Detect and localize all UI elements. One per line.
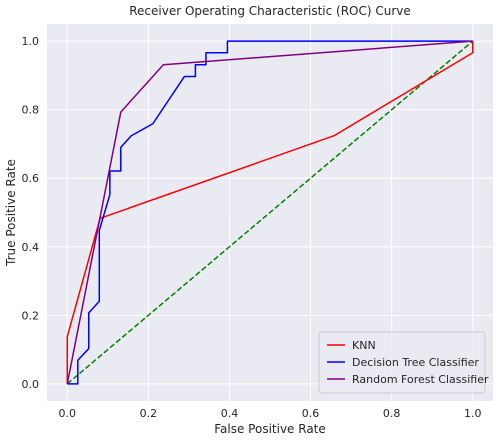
diagonal-reference-line [66, 40, 474, 385]
legend-entry: Decision Tree Classifier [352, 356, 479, 369]
series-line-random-forest-classifier [66, 40, 473, 385]
y-tick-label: 0.8 [22, 104, 40, 117]
legend-entry: KNN [352, 339, 376, 352]
tick-labels: 0.0 0.2 0.4 0.6 0.8 1.0 0.0 0.2 0.4 0.6 0.8 1.0 [22, 35, 482, 420]
y-tick-label: 0.4 [22, 241, 40, 254]
x-tick-label: 1.0 [464, 407, 482, 420]
x-tick-label: 0.8 [383, 407, 401, 420]
series-line-knn [66, 41, 474, 384]
legend: KNN Decision Tree Classifier Random Forest… [318, 331, 489, 394]
x-tick-label: 0.4 [221, 407, 239, 420]
y-axis-label: True Positive Rate [4, 159, 18, 267]
legend-entry: Random Forest Classifier [352, 373, 489, 386]
y-tick-label: 0.6 [22, 172, 40, 185]
x-tick-label: 0.0 [59, 407, 77, 420]
chart-title: Receiver Operating Characteristic (ROC) … [129, 4, 411, 18]
series-layer [66, 40, 474, 385]
series-line-decision-tree-classifier [67, 40, 473, 385]
legend-box [318, 331, 486, 394]
x-axis-label: False Positive Rate [214, 422, 326, 436]
y-tick-label: 0.2 [22, 309, 40, 322]
y-tick-label: 1.0 [22, 35, 40, 48]
x-tick-label: 0.2 [140, 407, 158, 420]
y-tick-label: 0.0 [22, 378, 40, 391]
x-tick-label: 0.6 [302, 407, 320, 420]
